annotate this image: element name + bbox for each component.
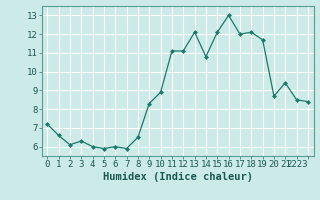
- X-axis label: Humidex (Indice chaleur): Humidex (Indice chaleur): [103, 172, 252, 182]
